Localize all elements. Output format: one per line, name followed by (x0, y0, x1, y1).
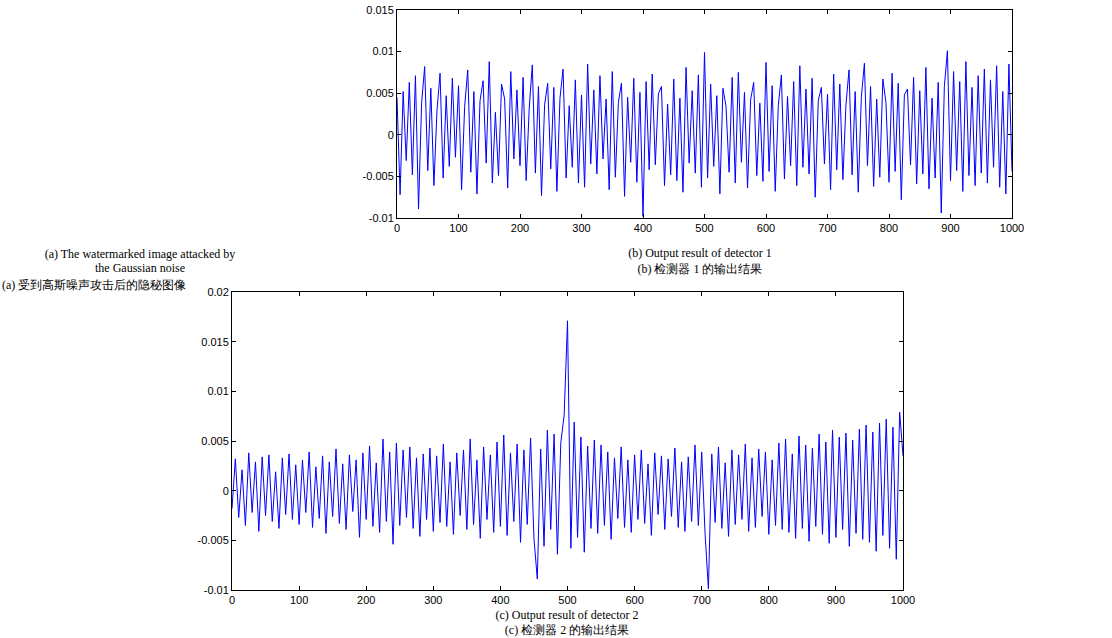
svg-text:0.005: 0.005 (366, 87, 394, 99)
svg-text:-0.01: -0.01 (369, 212, 394, 224)
svg-text:0: 0 (388, 129, 394, 141)
svg-text:400: 400 (491, 594, 509, 606)
html-text:(a) 受到高斯噪声攻击后的隐秘图像: (a) 受到高斯噪声攻击后的隐秘图像 (2, 278, 187, 292)
svg-text:200: 200 (511, 222, 529, 234)
svg-text:400: 400 (634, 222, 652, 234)
svg-text:300: 300 (424, 594, 442, 606)
svg-text:0: 0 (223, 485, 229, 497)
svg-text:300: 300 (572, 222, 590, 234)
html-text:(b) 检测器 1 的输出结果: (b) 检测器 1 的输出结果 (637, 262, 763, 276)
svg-text:700: 700 (818, 222, 836, 234)
html-text:(c) Output result of detector: (c) Output result of detector 2 (495, 608, 639, 622)
svg-text:0.02: 0.02 (207, 286, 228, 298)
svg-text:0: 0 (229, 594, 235, 606)
svg-text:0.015: 0.015 (366, 4, 394, 16)
html-text:(b) Output result of detector: (b) Output result of detector 1 (628, 246, 772, 260)
svg-text:900: 900 (827, 594, 845, 606)
svg-text:200: 200 (357, 594, 375, 606)
svg-text:700: 700 (693, 594, 711, 606)
svg-text:0.015: 0.015 (201, 336, 229, 348)
html-text:(a) The watermarked image atta: (a) The watermarked image attacked by th… (44, 247, 236, 275)
svg-text:500: 500 (558, 594, 576, 606)
svg-text:1000: 1000 (891, 594, 915, 606)
svg-text:600: 600 (625, 594, 643, 606)
svg-text:-0.005: -0.005 (363, 170, 394, 182)
svg-text:900: 900 (941, 222, 959, 234)
svg-text:1000: 1000 (1000, 222, 1024, 234)
svg-text:-0.005: -0.005 (198, 534, 229, 546)
svg-text:0.01: 0.01 (372, 45, 393, 57)
svg-text:0: 0 (394, 222, 400, 234)
svg-text:800: 800 (760, 594, 778, 606)
svg-text:800: 800 (880, 222, 898, 234)
svg-text:0.005: 0.005 (201, 435, 229, 447)
svg-text:600: 600 (757, 222, 775, 234)
html-text:(c) 检测器 2 的输出结果: (c) 检测器 2 的输出结果 (504, 623, 630, 637)
svg-text:100: 100 (290, 594, 308, 606)
svg-text:100: 100 (449, 222, 467, 234)
svg-text:0.01: 0.01 (207, 385, 228, 397)
svg-text:500: 500 (695, 222, 713, 234)
svg-text:-0.01: -0.01 (204, 584, 229, 596)
